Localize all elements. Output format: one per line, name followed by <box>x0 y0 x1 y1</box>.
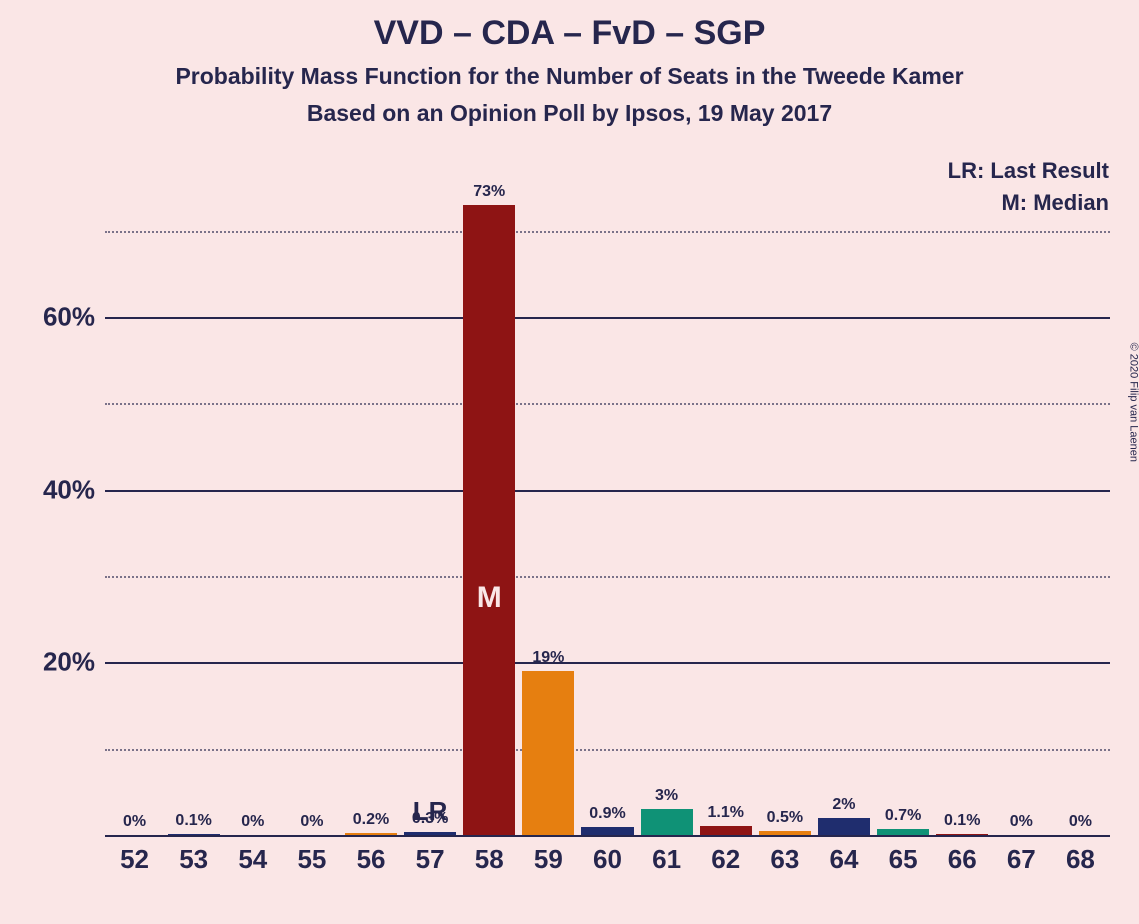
bar-slot: 0.3%57LR <box>404 205 456 835</box>
x-axis-label: 58 <box>463 844 515 875</box>
bar-slot: 0.2%56 <box>345 205 397 835</box>
bar-value-label: 0% <box>995 813 1047 831</box>
x-axis-label: 56 <box>345 844 397 875</box>
bar-value-label: 0.9% <box>581 805 633 823</box>
bar <box>759 831 811 835</box>
chart-title: VVD – CDA – FvD – SGP <box>0 14 1139 53</box>
bar-slot: 0%67 <box>995 205 1047 835</box>
bar-slot: 0%54 <box>227 205 279 835</box>
x-axis-label: 61 <box>641 844 693 875</box>
x-axis-label: 62 <box>700 844 752 875</box>
y-axis-label: 20% <box>20 647 95 678</box>
bar-slot: 0%52 <box>109 205 161 835</box>
bar-value-label: 3% <box>641 787 693 805</box>
bar-slot: 0.1%66 <box>936 205 988 835</box>
x-axis-label: 55 <box>286 844 338 875</box>
x-axis-label: 63 <box>759 844 811 875</box>
bar <box>877 829 929 835</box>
x-axis-label: 66 <box>936 844 988 875</box>
chart-subtitle-2: Based on an Opinion Poll by Ipsos, 19 Ma… <box>0 100 1139 127</box>
bar-value-label: 0.7% <box>877 807 929 825</box>
bar <box>168 834 220 835</box>
bar-value-label: 2% <box>818 796 870 814</box>
x-axis-label: 53 <box>168 844 220 875</box>
x-axis-label: 65 <box>877 844 929 875</box>
x-axis-label: 54 <box>227 844 279 875</box>
bar <box>463 205 515 835</box>
x-axis-label: 64 <box>818 844 870 875</box>
bar-slot: 0%68 <box>1054 205 1106 835</box>
bar-slot: 0.7%65 <box>877 205 929 835</box>
bar <box>936 834 988 835</box>
x-axis-label: 67 <box>995 844 1047 875</box>
last-result-marker: LR <box>413 796 448 827</box>
bar-slot: 19%59 <box>522 205 574 835</box>
legend-lr: LR: Last Result <box>948 158 1109 184</box>
bar-value-label: 0% <box>1054 813 1106 831</box>
x-axis-label: 57 <box>404 844 456 875</box>
bar-value-label: 0.1% <box>936 812 988 830</box>
bar-chart: 20%40%60%0%520.1%530%540%550.2%560.3%57L… <box>105 205 1110 835</box>
bar <box>700 826 752 835</box>
bar-value-label: 0.2% <box>345 811 397 829</box>
x-axis-label: 52 <box>109 844 161 875</box>
bar <box>581 827 633 835</box>
gridline-major <box>105 835 1110 837</box>
x-axis-label: 68 <box>1054 844 1106 875</box>
bar-slot: 73%58M <box>463 205 515 835</box>
bar-value-label: 1.1% <box>700 804 752 822</box>
bar <box>818 818 870 835</box>
bar-value-label: 0% <box>286 813 338 831</box>
bar-slot: 3%61 <box>641 205 693 835</box>
bar-slot: 0%55 <box>286 205 338 835</box>
chart-subtitle: Probability Mass Function for the Number… <box>0 63 1139 90</box>
median-marker: M <box>477 581 502 615</box>
y-axis-label: 40% <box>20 474 95 505</box>
bar-slot: 0.5%63 <box>759 205 811 835</box>
x-axis-label: 60 <box>581 844 633 875</box>
bar-value-label: 19% <box>522 649 574 667</box>
bar <box>345 833 397 835</box>
bar-value-label: 0% <box>227 813 279 831</box>
copyright: © 2020 Filip van Laenen <box>1127 343 1139 462</box>
bar-value-label: 0.5% <box>759 809 811 827</box>
bar <box>404 832 456 835</box>
bar-slot: 0.9%60 <box>581 205 633 835</box>
bar-slot: 1.1%62 <box>700 205 752 835</box>
bar-value-label: 0% <box>109 813 161 831</box>
bar-value-label: 0.1% <box>168 812 220 830</box>
bar <box>641 809 693 835</box>
x-axis-label: 59 <box>522 844 574 875</box>
bar-value-label: 73% <box>463 183 515 201</box>
y-axis-label: 60% <box>20 302 95 333</box>
bar-slot: 0.1%53 <box>168 205 220 835</box>
bar-slot: 2%64 <box>818 205 870 835</box>
bar <box>522 671 574 835</box>
